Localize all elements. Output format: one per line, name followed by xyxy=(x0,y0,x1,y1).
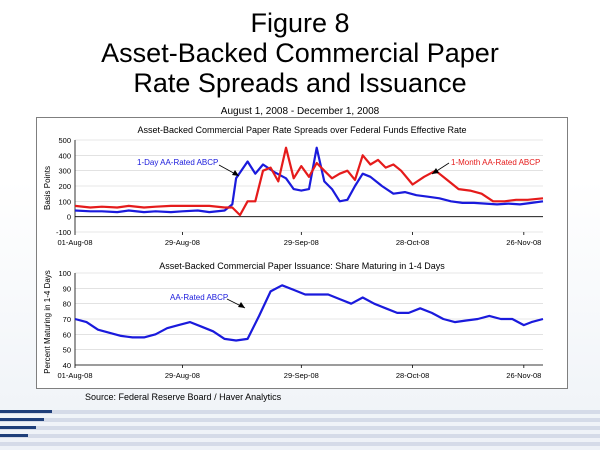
annotation-aa: AA-Rated ABCP xyxy=(170,293,228,302)
chart1-ytick-label: 400 xyxy=(58,151,71,160)
title-block: Figure 8 Asset-Backed Commercial Paper R… xyxy=(0,8,600,98)
issuance-chart: Asset-Backed Commercial Paper Issuance: … xyxy=(43,261,544,380)
source-note: Source: Federal Reserve Board / Haver An… xyxy=(85,392,282,402)
chart1-xtick-label: 01-Aug-08 xyxy=(57,238,92,247)
footer-logo xyxy=(0,404,60,444)
chart2-ytick-label: 80 xyxy=(63,300,71,309)
chart1-ytick-label: 200 xyxy=(58,182,71,191)
chart2-ytick-label: 40 xyxy=(63,361,71,370)
chart2-xtick-label: 26-Nov-08 xyxy=(506,371,541,380)
chart2-ylabel: Percent Maturing in 1-4 Days xyxy=(43,270,52,374)
chart2-xtick-label: 29-Aug-08 xyxy=(165,371,200,380)
title-line-3: Rate Spreads and Issuance xyxy=(133,68,467,98)
chart2-title: Asset-Backed Commercial Paper Issuance: … xyxy=(159,261,445,271)
chart2-ytick-label: 60 xyxy=(63,330,71,339)
chart1-series-line-0 xyxy=(74,146,544,214)
chart2-xtick-label: 29-Sep-08 xyxy=(284,371,319,380)
chart1-series-line-1 xyxy=(74,146,544,217)
annotation-1day: 1-Day AA-Rated ABCP xyxy=(137,158,218,167)
annotation-1day-arrowhead xyxy=(232,170,239,176)
chart1-ytick-label: 300 xyxy=(58,167,71,176)
title-line-2: Asset-Backed Commercial Paper xyxy=(101,38,499,68)
chart2-ytick-label: 70 xyxy=(63,315,71,324)
chart2-ytick-label: 90 xyxy=(63,284,71,293)
chart1-xtick-label: 29-Aug-08 xyxy=(165,238,200,247)
annotation-1month: 1-Month AA-Rated ABCP xyxy=(451,158,540,167)
chart1-ytick-label: 500 xyxy=(58,136,71,145)
date-range: August 1, 2008 - December 1, 2008 xyxy=(220,106,380,117)
chart1-xtick-label: 26-Nov-08 xyxy=(506,238,541,247)
chart1-xtick-label: 28-Oct-08 xyxy=(396,238,429,247)
charts-svg: Asset-Backed Commercial Paper Rate Sprea… xyxy=(43,125,544,380)
chart1-ytick-label: -100 xyxy=(56,228,71,237)
chart1-title: Asset-Backed Commercial Paper Rate Sprea… xyxy=(138,125,467,135)
chart2-ytick-label: 100 xyxy=(58,269,71,278)
chart2-ytick-label: 50 xyxy=(63,346,71,355)
chart1-xtick-label: 29-Sep-08 xyxy=(284,238,319,247)
chart2-xtick-label: 01-Aug-08 xyxy=(57,371,92,380)
title-line-1: Figure 8 xyxy=(250,8,350,38)
annotation-aa-arrowhead xyxy=(238,302,245,308)
chart1-ytick-label: 100 xyxy=(58,197,71,206)
chart2-xtick-label: 28-Oct-08 xyxy=(396,371,429,380)
chart1-ylabel: Basis Points xyxy=(43,166,52,210)
chart2-series-line-0 xyxy=(74,284,544,342)
footer-stripes xyxy=(0,404,600,450)
spreads-chart: Asset-Backed Commercial Paper Rate Sprea… xyxy=(43,125,544,247)
chart1-ytick-label: 0 xyxy=(67,213,71,222)
chart-panel: Asset-Backed Commercial Paper Rate Sprea… xyxy=(36,117,568,389)
annotation-1month-arrowhead xyxy=(432,168,439,174)
